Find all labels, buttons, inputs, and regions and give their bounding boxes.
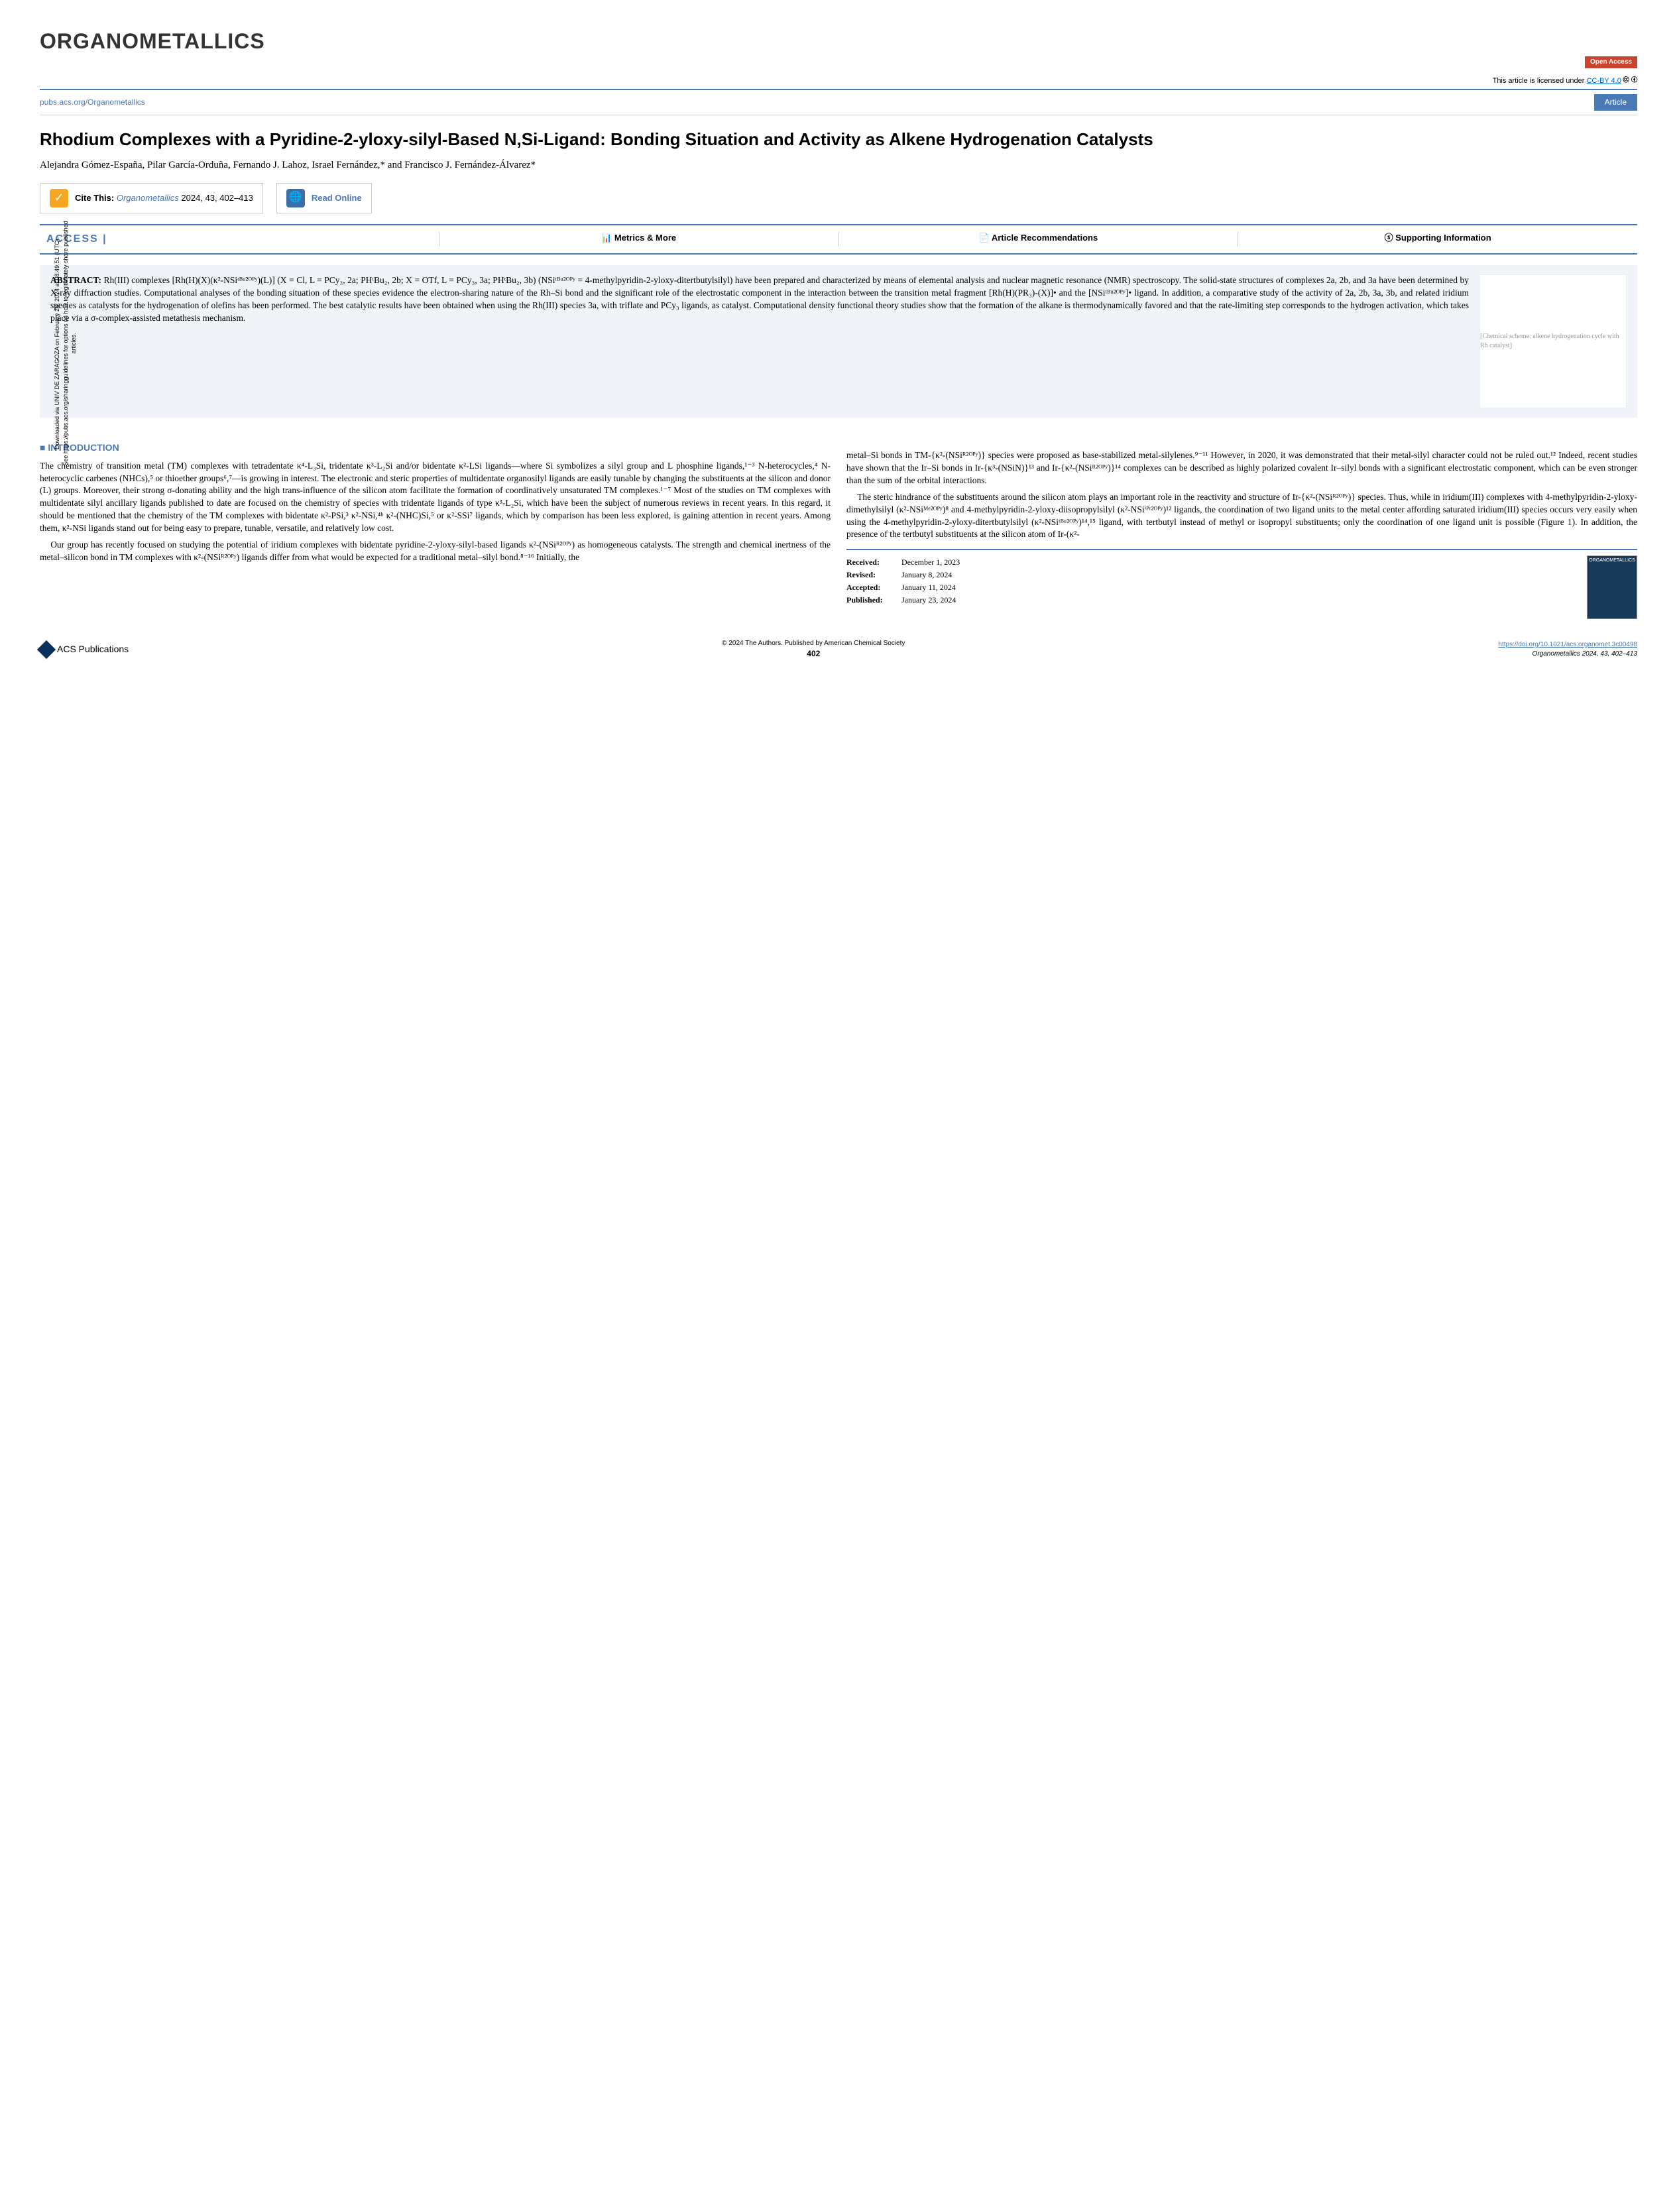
access-label: ACCESS | [40,232,439,247]
article-type-badge: Article [1594,94,1637,111]
cite-box[interactable]: ✓ Cite This: Organometallics 2024, 43, 4… [40,183,263,213]
body-text: Our group has recently focused on studyi… [40,539,831,564]
journal-title: ORGANOMETALLICS [40,27,1637,56]
acs-diamond-icon [37,640,56,659]
body-text: The chemistry of transition metal (TM) c… [40,460,831,535]
open-access-badge: Open Access [1585,56,1637,68]
dates-table: Received: December 1, 2023 Revised: Janu… [846,555,1576,619]
license-line: This article is licensed under CC-BY 4.0… [40,74,1637,87]
read-online-box[interactable]: 🌐 Read Online [276,183,372,213]
metrics-link[interactable]: 📊 Metrics & More [439,232,839,247]
download-note: Downloaded via UNIV DE ZARAGOZA on Febru… [53,211,78,476]
doi-link[interactable]: https://doi.org/10.1021/acs.organomet.3c… [1498,641,1637,648]
intro-header: INTRODUCTION [40,441,831,455]
issue-thumbnail[interactable]: ORGANOMETALLICS [1587,555,1637,619]
authors-list: Alejandra Gómez-España, Pilar García-Ord… [40,158,1637,172]
article-title: Rhodium Complexes with a Pyridine-2-ylox… [40,129,1637,150]
supporting-info-link[interactable]: ⓢ Supporting Information [1238,232,1637,247]
pubs-link[interactable]: pubs.acs.org/Organometallics [40,97,145,108]
copyright: © 2024 The Authors. Published by America… [129,639,1498,648]
body-text: The steric hindrance of the substituents… [846,491,1637,542]
acs-logo[interactable]: ACS Publications [40,643,129,656]
footer-journal-ref: Organometallics 2024, 43, 402–413 [1498,650,1637,659]
check-icon: ✓ [50,189,68,207]
body-text: metal–Si bonds in TM-{κ²-(NSiᴿ²ᴼᴾʸ)} spe… [846,449,1637,487]
recommendations-link[interactable]: 📄 Article Recommendations [839,232,1239,247]
cc-icons: 🅭 🅯 [1623,74,1637,87]
abstract-figure: [Chemical scheme: alkene hydrogenation c… [1479,274,1627,408]
page-number: 402 [129,648,1498,660]
globe-icon: 🌐 [286,189,305,207]
license-link[interactable]: CC-BY 4.0 [1586,77,1621,85]
abstract-text: ABSTRACT: Rh(III) complexes [Rh(H)(X)(κ²… [50,274,1469,408]
